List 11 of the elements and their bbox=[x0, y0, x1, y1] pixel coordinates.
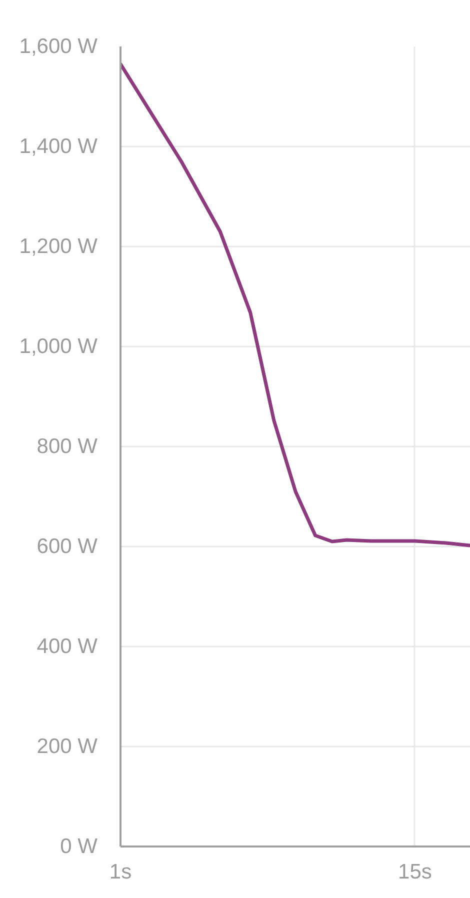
y-tick-label: 800 W bbox=[36, 435, 98, 458]
y-tick-label: 1,000 W bbox=[19, 335, 98, 358]
y-tick-label: 1,200 W bbox=[19, 235, 98, 258]
y-tick-label: 1,400 W bbox=[19, 135, 98, 158]
x-tick-label: 1s bbox=[109, 860, 132, 884]
y-tick-label: 400 W bbox=[36, 635, 98, 658]
y-tick-label: 200 W bbox=[36, 735, 98, 758]
y-tick-label: 0 W bbox=[60, 835, 98, 858]
y-tick-label: 600 W bbox=[36, 535, 98, 558]
x-tick-label: 15s bbox=[398, 860, 432, 884]
y-tick-label: 1,600 W bbox=[19, 35, 98, 58]
